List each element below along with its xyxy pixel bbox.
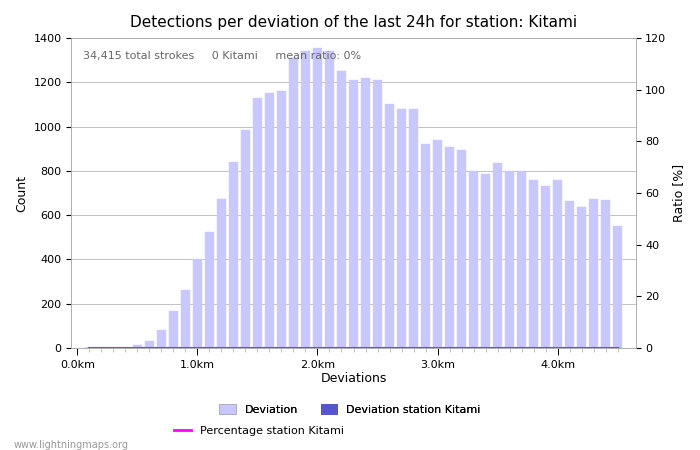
Bar — [481, 174, 490, 348]
Bar — [301, 51, 310, 348]
Bar — [433, 140, 442, 348]
Bar — [589, 198, 598, 348]
Bar — [565, 201, 575, 348]
Bar — [469, 171, 478, 348]
Bar — [265, 94, 274, 348]
Bar — [421, 144, 430, 348]
Bar — [181, 290, 190, 348]
Bar — [145, 341, 154, 348]
Bar — [505, 171, 514, 348]
Bar — [276, 91, 286, 348]
Bar — [612, 226, 622, 348]
Bar — [204, 232, 214, 348]
Bar — [132, 345, 142, 348]
Bar — [601, 200, 610, 348]
Title: Detections per deviation of the last 24h for station: Kitami: Detections per deviation of the last 24h… — [130, 15, 577, 30]
Bar — [349, 80, 358, 348]
Bar — [444, 147, 454, 348]
Bar — [397, 109, 406, 348]
Bar — [325, 51, 335, 348]
Bar — [157, 330, 166, 348]
Bar — [169, 311, 178, 348]
Bar — [313, 48, 322, 348]
Bar — [193, 259, 202, 348]
Bar — [517, 171, 526, 348]
Bar — [541, 186, 550, 348]
Bar — [577, 207, 587, 348]
Text: www.lightningmaps.org: www.lightningmaps.org — [14, 440, 129, 450]
Legend: Deviation, Deviation station Kitami: Deviation, Deviation station Kitami — [215, 400, 485, 420]
Bar — [241, 130, 251, 348]
Bar — [456, 150, 466, 348]
Bar — [493, 163, 503, 348]
Y-axis label: Count: Count — [15, 175, 28, 211]
Bar — [288, 58, 298, 348]
Bar — [409, 109, 419, 348]
Bar — [253, 98, 262, 348]
Bar — [385, 104, 394, 348]
Bar — [372, 80, 382, 348]
Bar — [337, 71, 346, 348]
Legend: Percentage station Kitami: Percentage station Kitami — [170, 421, 348, 440]
Text: 34,415 total strokes     0 Kitami     mean ratio: 0%: 34,415 total strokes 0 Kitami mean ratio… — [83, 50, 360, 60]
Bar — [528, 180, 538, 348]
Bar — [553, 180, 562, 348]
Bar — [360, 78, 370, 348]
Bar — [229, 162, 238, 348]
X-axis label: Deviations: Deviations — [321, 373, 386, 386]
Bar — [217, 198, 226, 348]
Y-axis label: Ratio [%]: Ratio [%] — [672, 164, 685, 222]
